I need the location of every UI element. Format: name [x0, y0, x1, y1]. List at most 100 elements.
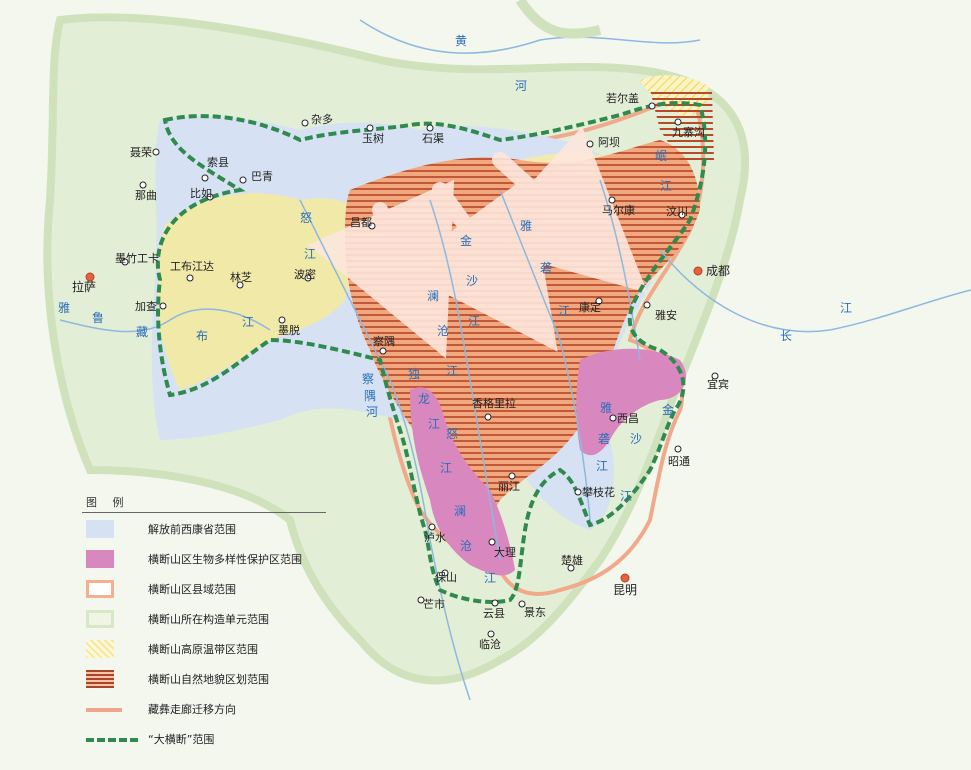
river-label: 鲁 — [92, 311, 104, 325]
city-marker — [586, 140, 594, 148]
legend-label: 横断山区县域范围 — [148, 583, 236, 596]
city-36: 芒市 — [417, 596, 445, 611]
city-marker — [609, 414, 617, 422]
city-marker — [518, 600, 526, 608]
city-marker — [206, 193, 214, 201]
river-label: 金 — [662, 402, 674, 417]
river-label: 河 — [515, 79, 527, 93]
river-label: 江 — [304, 247, 316, 261]
legend-swatch — [86, 670, 114, 688]
legend-item: 横断山所在构造单元范围 — [82, 608, 328, 632]
city-label: 聂荣 — [130, 146, 152, 159]
city-label: 芒市 — [423, 597, 445, 611]
city-marker — [186, 274, 194, 282]
legend-item: 横断山区县域范围 — [82, 578, 328, 602]
city-marker — [488, 538, 496, 546]
city-17: 林芝 — [230, 270, 252, 289]
city-marker — [508, 472, 516, 480]
river-label: 澜 — [454, 504, 466, 518]
river-label: 江 — [558, 304, 570, 318]
river-label: 江 — [660, 179, 672, 193]
city-label: 攀枝花 — [582, 485, 615, 499]
city-26: 宜宾 — [707, 372, 729, 391]
migration-arrows — [307, 126, 648, 359]
city-label: 波密 — [294, 267, 316, 281]
legend-title: 图 例 — [86, 496, 130, 509]
city-marker — [428, 523, 436, 531]
city-label: 昆明 — [613, 583, 637, 597]
city-marker — [379, 347, 387, 355]
river-label: 隅 — [364, 389, 376, 403]
river-label: 沙 — [630, 432, 642, 446]
city-1: 九寨沟 — [672, 118, 705, 139]
river-label: 龙 — [418, 392, 430, 406]
city-label: 九寨沟 — [672, 125, 705, 139]
city-label: 香格里拉 — [472, 396, 516, 410]
city-label: 墨脱 — [278, 323, 300, 337]
river-label: 江 — [242, 315, 254, 329]
city-label: 阿坝 — [598, 135, 620, 149]
city-30: 攀枝花 — [574, 485, 615, 499]
city-33: 楚雄 — [561, 553, 583, 572]
city-37: 云县 — [483, 599, 505, 620]
river-label: 独 — [408, 367, 420, 381]
city-label: 景东 — [524, 606, 546, 619]
city-label: 云县 — [483, 607, 505, 620]
river-label: 长 — [780, 329, 792, 343]
legend-item: 横断山自然地貌区划范围 — [82, 668, 328, 692]
city-label: 雅安 — [655, 308, 677, 322]
legend-item: 横断山区生物多样性保护区范围 — [82, 548, 328, 572]
river-label: 岷 — [655, 148, 667, 163]
river-label: 砻 — [540, 260, 552, 275]
city-label: 察隅 — [373, 334, 395, 348]
city-marker — [368, 222, 376, 230]
city-35: 昆明 — [613, 573, 637, 597]
river-label: 怒 — [300, 210, 312, 225]
river-label: 藏 — [136, 325, 148, 339]
city-label: 杂多 — [311, 112, 333, 126]
river-label: 江 — [840, 301, 852, 315]
river-label: 江 — [484, 571, 496, 585]
legend-label: 横断山区生物多样性保护区范围 — [148, 553, 302, 566]
city-13: 昌都 — [350, 216, 376, 230]
city-27: 西昌 — [609, 412, 639, 425]
river-label: 江 — [440, 461, 452, 475]
city-marker — [159, 302, 167, 310]
city-7: 索县 — [201, 155, 229, 182]
biodiversity-east — [576, 348, 687, 456]
legend-swatch — [86, 708, 122, 712]
city-marker — [674, 445, 682, 453]
city-marker — [674, 118, 682, 126]
river-label: 金 — [460, 233, 472, 248]
river-label: 沧 — [460, 538, 472, 553]
great-hengduan-boundary — [155, 101, 708, 604]
city-marker — [201, 174, 209, 182]
city-10: 比如 — [190, 186, 214, 201]
city-22: 康定 — [579, 297, 603, 314]
river-label: 澜 — [427, 289, 439, 303]
river-label: 黄 — [455, 34, 467, 48]
legend-swatch — [86, 520, 114, 538]
city-marker — [567, 564, 575, 572]
legend-label: 横断山高原温带区范围 — [148, 643, 258, 656]
city-marker — [595, 297, 603, 305]
city-34: 保山 — [435, 569, 457, 584]
city-marker — [139, 181, 147, 189]
legend-swatch — [86, 738, 138, 742]
city-39: 临沧 — [479, 630, 501, 651]
city-20: 墨脱 — [278, 316, 300, 337]
city-23: 雅安 — [643, 301, 677, 322]
legend-label: 横断山所在构造单元范围 — [148, 613, 269, 626]
city-marker — [441, 569, 449, 577]
legend-label: “大横断”范围 — [148, 733, 215, 746]
city-marker — [711, 372, 719, 380]
city-label: 比如 — [190, 186, 212, 200]
city-9: 那曲 — [135, 181, 157, 202]
river-label: 砻 — [598, 431, 610, 446]
river-label: 雅 — [58, 300, 70, 315]
legend-item: 解放前西康省范围 — [82, 518, 328, 542]
city-marker — [278, 316, 286, 324]
city-6: 聂荣 — [130, 146, 160, 159]
city-24: 察隅 — [373, 334, 395, 355]
